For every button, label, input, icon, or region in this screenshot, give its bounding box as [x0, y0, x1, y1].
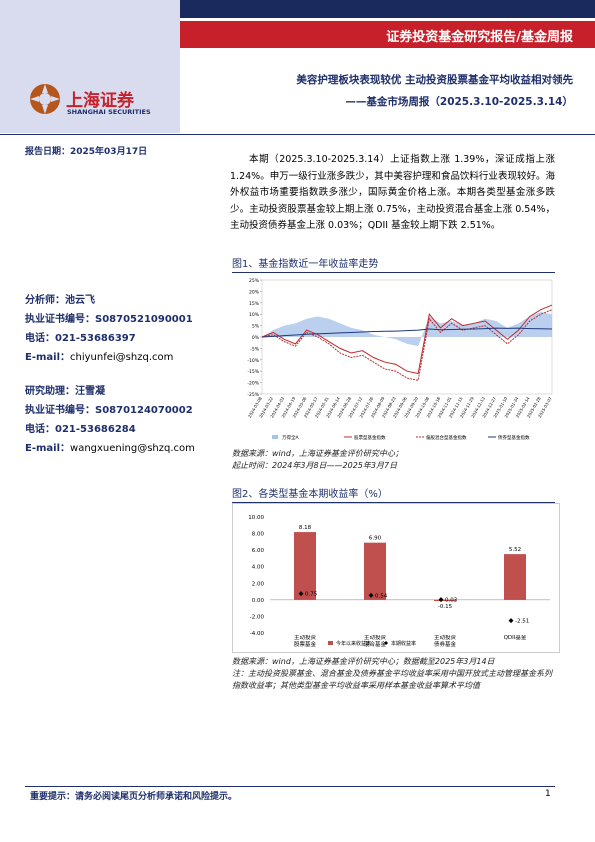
y-tick-label: -4.00 — [250, 631, 265, 637]
data-label: 8.18 — [299, 525, 312, 531]
logo-panel — [0, 0, 180, 133]
data-label: 0.54 — [375, 593, 388, 599]
summary: 本期（2025.3.10-2025.3.14）上证指数上涨 1.39%，深证成指… — [230, 154, 555, 231]
email: wangxuening@shzq.com — [70, 443, 195, 454]
chart: -4.00 -2.00 0.00 2.00 4.00 6.00 8.00 10.00 主动投资股… — [248, 515, 550, 648]
x-tick-label: QDII基金 — [503, 635, 527, 641]
y-tick-label: 10% — [249, 312, 260, 318]
point — [508, 618, 514, 624]
banner-bar — [180, 21, 595, 48]
bar — [294, 532, 316, 600]
chart: -25%-20%-15%-10%-5%0%5%10%15%20%25%2024-… — [247, 278, 553, 441]
analyst-phone: 电话：021-53686284 — [25, 424, 136, 435]
line — [261, 327, 553, 338]
figure-note: 注：主动投资股票基金、混合基金及债券基金平均收益率采用中国开放式主动管理基金系列… — [232, 669, 552, 690]
y-tick-label: -2.00 — [250, 614, 265, 620]
bar — [364, 542, 386, 600]
figure-caption: 图2、各类型基金本期收益率（%） — [232, 485, 555, 503]
report-title: 美容护理板块表现较优 主动投资股票基金平均收益相对领先 — [296, 74, 573, 86]
area — [262, 311, 552, 347]
data-label: 6.90 — [369, 536, 382, 542]
line — [261, 304, 553, 375]
divider — [0, 134, 595, 135]
chart-frame — [232, 503, 560, 653]
y-tick-label: 0% — [252, 335, 260, 341]
email-label: E-mail： — [25, 352, 71, 363]
report-date: 报告日期：2025年03月17日 — [25, 147, 148, 157]
y-tick-label: 0.00 — [252, 598, 265, 604]
y-tick-label: 2.00 — [252, 581, 265, 587]
logo-icon — [30, 84, 60, 114]
email: chiyunfei@shzq.com — [70, 352, 174, 363]
bar — [504, 554, 526, 600]
analyst-email-row: E-mail：chiyunfei@shzq.com — [25, 351, 225, 365]
legend-swatch — [384, 641, 388, 645]
x-tick-label-box: 主动投资混合基金 — [363, 635, 386, 648]
top-bar — [180, 0, 595, 18]
legend-swatch — [328, 641, 333, 645]
figure-period: 起止时间：2024年3月8日——2025年3月7日 — [232, 461, 398, 470]
legend-label: 今年以来收益率 — [336, 640, 371, 647]
logo-text: 上海证券 — [66, 91, 134, 111]
footer-line — [25, 786, 555, 787]
data-label: -2.51 — [515, 619, 529, 625]
legend-label: 债券型基金指数 — [498, 434, 530, 441]
legend-swatch — [272, 435, 278, 439]
point — [368, 592, 374, 598]
y-tick-label: 4.00 — [252, 565, 265, 571]
x-tick-label: 主动投资股票基金 — [293, 635, 316, 648]
analysts: 分析师：池云飞执业证书编号：S0870521090001 电话：021-53686… — [25, 294, 225, 476]
analyst: 分析师：池云飞执业证书编号：S0870521090001 电话：021-53686… — [25, 294, 225, 365]
y-tick-label: 8.00 — [252, 532, 265, 538]
y-tick-label: 25% — [249, 278, 260, 284]
email-label: E-mail： — [25, 443, 71, 454]
x-tick-label: 主动投资混合基金 — [363, 635, 386, 648]
y-tick-label: -10% — [247, 358, 259, 364]
y-tick-label: -15% — [247, 369, 259, 375]
data-label: 0.75 — [305, 592, 318, 598]
data-label: 0.03 — [445, 598, 458, 604]
y-tick-label: 5% — [252, 324, 260, 330]
y-tick-label: -20% — [247, 381, 259, 387]
banner-text: 证券投资基金研究报告/基金周报 — [386, 30, 573, 45]
point — [438, 597, 444, 603]
legend-label: 偏股混合型基金指数 — [426, 434, 467, 441]
data-label: 5.52 — [509, 547, 521, 553]
figure-source: 数据来源：wind，上海证券基金评价研究中心；数据截至2025年3月14日 — [232, 657, 495, 666]
page-number: 1 — [545, 789, 551, 799]
logo-english: SHANGHAI SECURITIES — [67, 108, 151, 116]
point — [298, 591, 304, 597]
x-tick-label-box: 主动投资股票基金 — [293, 635, 316, 648]
x-tick-label-box: QDII基金 — [503, 635, 527, 641]
legend-label: 本期收益率 — [391, 640, 416, 647]
analyst-role: 研究助理：汪雪凝 — [25, 386, 105, 397]
y-tick-label: 15% — [249, 301, 260, 307]
analyst-cert: 执业证书编号：S0870521090001 — [25, 314, 193, 325]
x-tick-label-box: 主动投资债券基金 — [433, 635, 456, 648]
figure-source: 数据来源：wind，上海证券基金评价研究中心； — [232, 449, 403, 458]
x-tick-label: 主动投资债券基金 — [433, 635, 456, 648]
y-tick-label: 6.00 — [252, 548, 265, 554]
analyst: 研究助理：汪雪凝执业证书编号：S0870124070002 电话：021-5368… — [25, 385, 225, 456]
legend-label: 股票型基金指数 — [354, 434, 386, 441]
footer-notice: 重要提示：请务必阅读尾页分析师承诺和风险提示。 — [30, 792, 238, 802]
figure-caption: 图1、基金指数近一年收益率走势 — [232, 255, 555, 273]
analyst-phone: 电话：021-53686397 — [25, 333, 136, 344]
analyst-cert: 执业证书编号：S0870124070002 — [25, 405, 193, 416]
report-subtitle: ——基金市场周报（2025.3.10-2025.3.14） — [345, 96, 573, 108]
y-tick-label: 20% — [249, 289, 260, 295]
data-label: -0.15 — [438, 604, 453, 610]
bar — [434, 599, 456, 602]
analyst-role: 分析师：池云飞 — [25, 295, 95, 306]
y-tick-label: -5% — [250, 346, 259, 352]
legend-label: 万得全A — [282, 434, 299, 441]
y-tick-label: -25% — [247, 392, 259, 398]
analyst-email-row: E-mail：wangxuening@shzq.com — [25, 442, 225, 456]
y-tick-label: 10.00 — [248, 515, 264, 521]
